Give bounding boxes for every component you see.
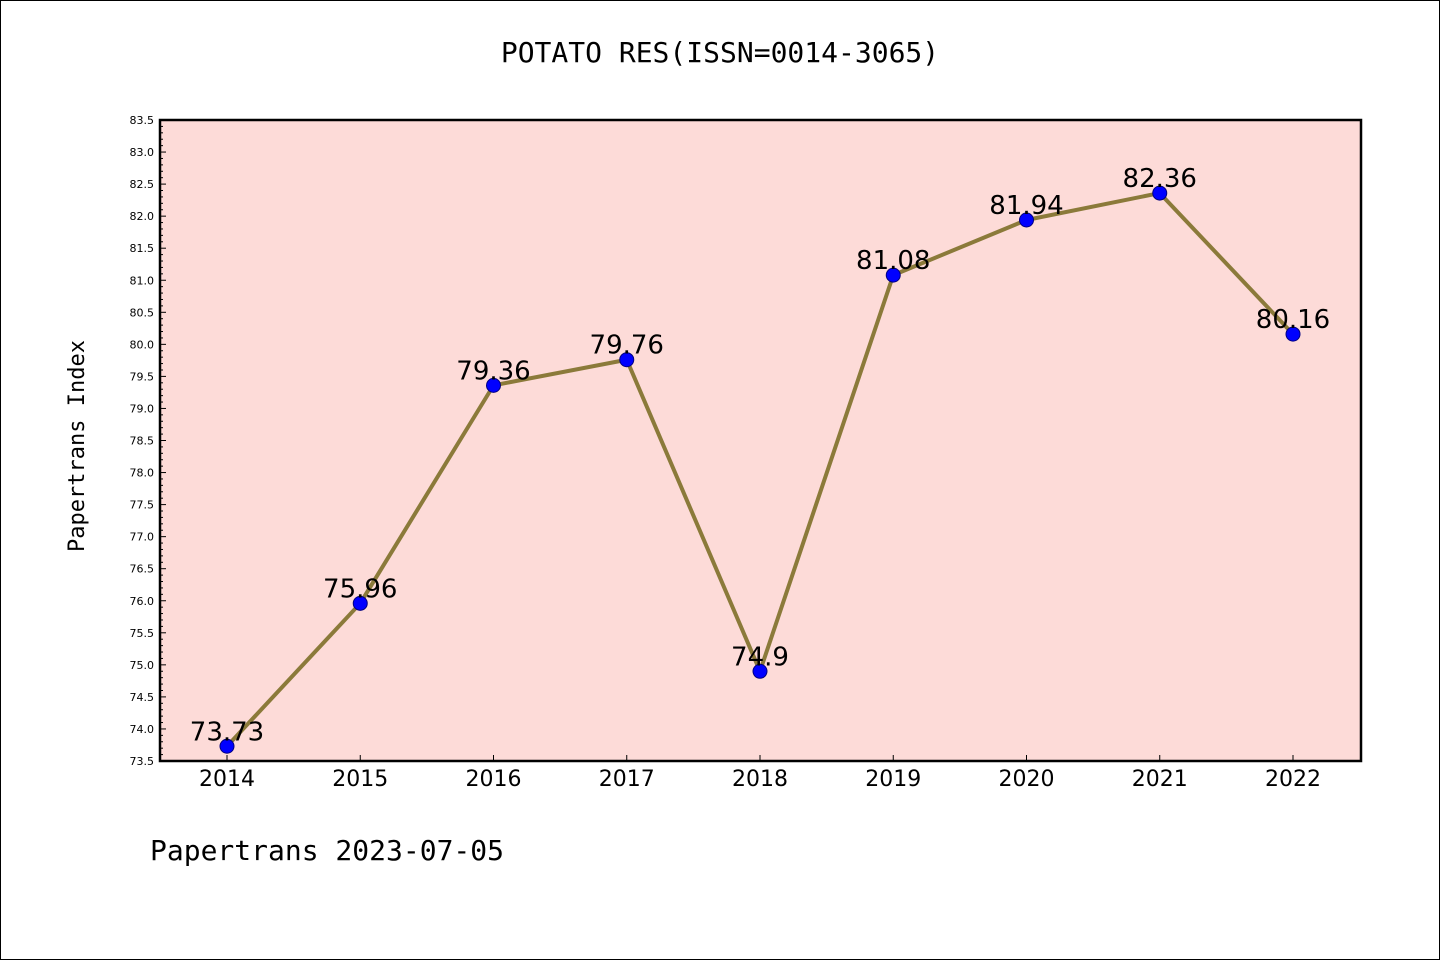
- x-tick-label: 2015: [332, 767, 388, 792]
- data-point: [1152, 185, 1168, 201]
- y-tick-label: 75.0: [130, 659, 155, 672]
- y-tick-label: 76.0: [130, 595, 155, 608]
- data-label: 80.16: [1256, 305, 1330, 335]
- data-label: 79.36: [456, 356, 530, 386]
- x-tick-label: 2016: [466, 767, 522, 792]
- plot-area: [160, 120, 1361, 761]
- y-tick-label: 83.0: [130, 146, 155, 159]
- data-markers: [219, 185, 1301, 754]
- data-point: [486, 377, 501, 393]
- plot-border: [158, 118, 1363, 763]
- y-tick-label: 79.0: [130, 402, 155, 415]
- y-tick-label: 78.5: [130, 435, 155, 448]
- data-label: 74.9: [731, 642, 789, 672]
- y-tick-label: 81.5: [130, 242, 155, 255]
- data-point: [885, 267, 901, 283]
- x-tick-label: 2019: [865, 767, 921, 792]
- y-tick-label: 77.5: [130, 499, 155, 512]
- data-label: 75.96: [323, 574, 397, 604]
- y-tick-label: 78.0: [130, 467, 155, 480]
- data-label: 81.94: [989, 191, 1063, 221]
- x-tick-label: 2017: [599, 767, 655, 792]
- y-tick-label: 81.0: [130, 274, 155, 287]
- x-tick-label: 2022: [1265, 767, 1321, 792]
- data-point: [352, 595, 368, 611]
- data-point: [219, 738, 235, 754]
- data-label: 73.73: [190, 717, 264, 747]
- data-point: [1019, 212, 1034, 228]
- y-tick-label: 80.0: [130, 338, 155, 351]
- y-tick-label: 74.0: [130, 723, 155, 736]
- y-tick-label: 74.5: [130, 691, 155, 704]
- y-axis-ticks: 73.5 74.0 74.5 75.0 75.5 76.0 76.5 77.0 77.5 78.0…: [130, 114, 166, 768]
- chart-title: POTATO RES(ISSN=0014-3065): [500, 36, 940, 69]
- data-point: [619, 352, 635, 368]
- x-tick-label: 2021: [1132, 767, 1188, 792]
- x-axis-ticks: 2014 2015 2016 2017 2018 2019 2020 2021 2022: [199, 755, 1321, 792]
- x-tick-label: 2018: [732, 767, 788, 792]
- data-label: 82.36: [1123, 164, 1197, 194]
- y-tick-label: 73.5: [130, 755, 155, 768]
- footer-text: Papertrans 2023-07-05: [150, 834, 505, 867]
- x-tick-label: 2014: [199, 767, 255, 792]
- y-axis-label: Papertrans Index: [65, 340, 90, 552]
- data-point: [752, 663, 768, 679]
- data-labels: 73.73 75.96 79.36 79.76 74.9 81.08 81.94 82.36 8…: [190, 164, 1330, 747]
- data-label: 79.76: [590, 331, 664, 361]
- y-tick-label: 82.0: [130, 210, 155, 223]
- y-tick-label: 80.5: [130, 306, 155, 319]
- x-tick-label: 2020: [999, 767, 1055, 792]
- y-tick-label: 82.5: [130, 178, 155, 191]
- y-tick-label: 76.5: [130, 563, 155, 576]
- data-label: 81.08: [856, 246, 930, 276]
- y-tick-label: 79.5: [130, 370, 155, 383]
- y-tick-label: 75.5: [130, 627, 155, 640]
- data-point: [1285, 326, 1301, 342]
- y-tick-label: 83.5: [130, 114, 155, 127]
- y-tick-label: 77.0: [130, 531, 155, 544]
